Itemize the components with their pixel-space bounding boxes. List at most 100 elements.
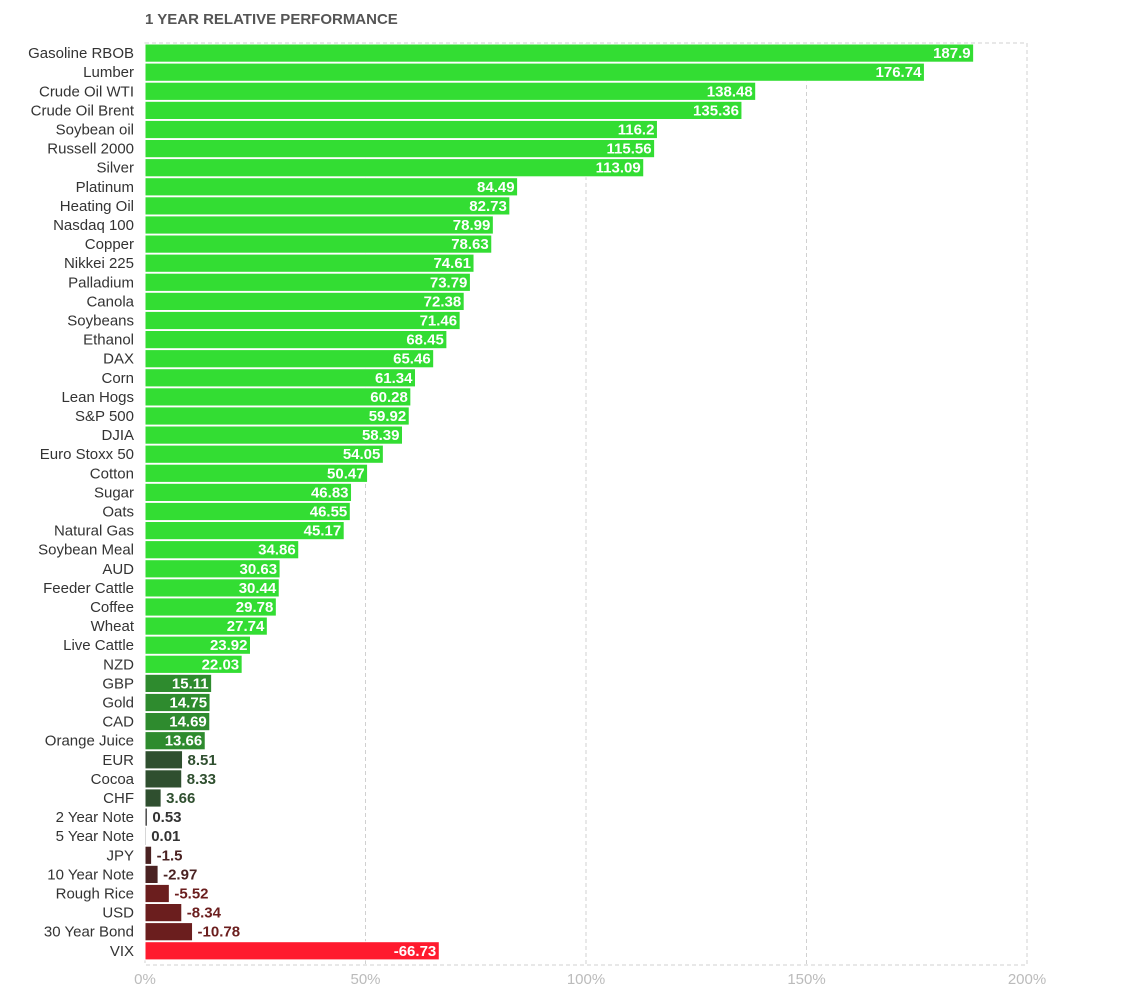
x-tick-label: 150%: [787, 971, 825, 988]
data-label: 8.51: [188, 752, 217, 769]
category-label: Heating Oil: [60, 198, 134, 215]
category-label: DJIA: [101, 427, 134, 444]
data-label: 187.9: [933, 45, 971, 62]
bar: [144, 196, 511, 216]
category-label: Soybean Meal: [38, 542, 134, 559]
data-label: 14.75: [170, 695, 208, 712]
bar: [144, 272, 471, 292]
data-label: 46.83: [311, 484, 349, 501]
category-label: Palladium: [68, 274, 134, 291]
bar: [144, 845, 153, 865]
category-label: NZD: [103, 656, 134, 673]
category-label: Platinum: [76, 179, 134, 196]
data-label: 30.44: [239, 580, 277, 597]
category-label: CAD: [102, 714, 134, 731]
category-label: JPY: [106, 847, 134, 864]
bar: [144, 291, 465, 311]
category-label: Silver: [96, 160, 134, 177]
data-label: 23.92: [210, 637, 248, 654]
data-label: 138.48: [707, 83, 753, 100]
category-label: Cocoa: [91, 771, 135, 788]
bar: [144, 139, 656, 159]
bar: [144, 215, 494, 235]
category-label: Soybean oil: [56, 122, 134, 139]
x-tick-label: 100%: [567, 971, 605, 988]
data-label: -8.34: [187, 905, 222, 922]
bar: [144, 826, 147, 846]
bar: [144, 692, 211, 713]
data-label: -1.5: [157, 847, 183, 864]
bar: [144, 158, 645, 178]
data-label: 135.36: [693, 102, 739, 119]
data-label: 22.03: [202, 656, 240, 673]
category-labels: Gasoline RBOB Lumber Crude Oil WTI Crude Oi…: [28, 45, 135, 960]
bar-layer: [144, 43, 975, 961]
data-label: 0.53: [152, 809, 181, 826]
category-label: Coffee: [90, 599, 134, 616]
bar: [144, 807, 148, 827]
category-label: Soybeans: [67, 313, 134, 330]
category-label: Euro Stoxx 50: [40, 446, 134, 463]
category-label: Nikkei 225: [64, 255, 134, 272]
category-label: Lumber: [83, 64, 134, 81]
bar: [144, 463, 369, 483]
data-label: 3.66: [166, 790, 195, 807]
bar: [144, 62, 925, 82]
data-label: -66.73: [394, 943, 437, 960]
category-label: Cotton: [90, 465, 134, 482]
data-label: 74.61: [433, 255, 471, 272]
data-label: 82.73: [469, 198, 507, 215]
bar: [144, 482, 353, 502]
data-label: 84.49: [477, 179, 515, 196]
data-label: 13.66: [165, 733, 203, 750]
category-label: EUR: [102, 752, 134, 769]
category-label: Natural Gas: [54, 523, 134, 540]
category-label: 10 Year Note: [47, 866, 134, 883]
bar: [144, 883, 170, 904]
bar: [144, 941, 440, 961]
bar: [144, 234, 493, 254]
data-label: -10.78: [198, 924, 241, 941]
data-label: 65.46: [393, 351, 431, 368]
data-label: 29.78: [236, 599, 274, 616]
data-label: 72.38: [424, 293, 462, 310]
category-label: Gasoline RBOB: [28, 45, 134, 62]
data-label: -2.97: [163, 866, 197, 883]
data-label: 54.05: [343, 446, 381, 463]
category-label: S&P 500: [75, 408, 134, 425]
data-label: 14.69: [169, 714, 207, 731]
bar: [144, 177, 519, 197]
category-label: Oats: [102, 504, 134, 521]
data-label: 176.74: [876, 64, 923, 81]
bar: [144, 253, 475, 273]
bar: [144, 387, 412, 407]
data-label: 71.46: [420, 313, 458, 330]
x-axis-ticks: 0% 50% 100% 150% 200%: [134, 971, 1046, 988]
bar: [144, 654, 243, 674]
data-label: 8.33: [187, 771, 216, 788]
data-label: 78.99: [453, 217, 491, 234]
category-label: Crude Oil WTI: [39, 83, 134, 100]
data-label: 68.45: [406, 332, 444, 349]
bar: [144, 922, 194, 942]
category-label: Crude Oil Brent: [31, 102, 135, 119]
bar: [144, 368, 417, 388]
data-label: 60.28: [370, 389, 408, 406]
category-label: Lean Hogs: [61, 389, 134, 406]
data-label: 15.11: [172, 675, 209, 692]
data-label: 58.39: [362, 427, 400, 444]
category-label: Sugar: [94, 484, 134, 501]
data-label: -5.52: [174, 886, 208, 903]
data-label: 78.63: [451, 236, 489, 253]
category-label: Corn: [101, 370, 134, 387]
bar: [144, 406, 410, 426]
category-label: Copper: [85, 236, 134, 253]
x-tick-label: 200%: [1008, 971, 1046, 988]
bar: [144, 310, 461, 331]
category-label: DAX: [103, 351, 134, 368]
bar: [144, 712, 211, 732]
bar: [144, 444, 384, 464]
data-label: 115.56: [607, 141, 652, 158]
category-label: 2 Year Note: [56, 809, 134, 826]
